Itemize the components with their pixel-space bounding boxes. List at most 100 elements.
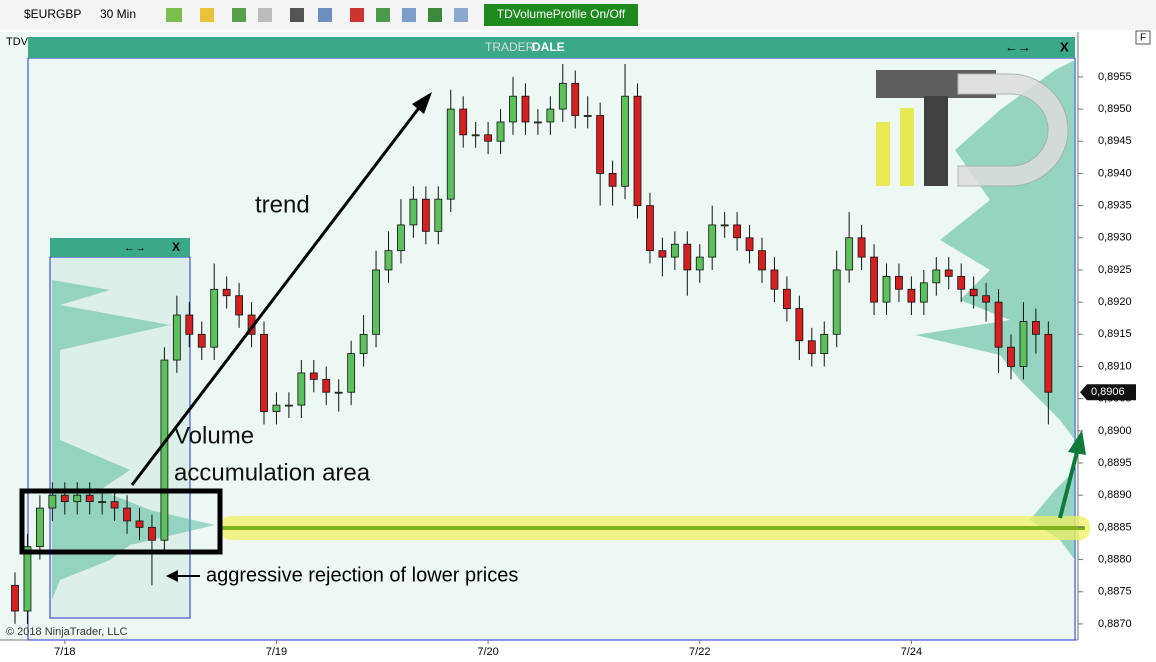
y-tick-label: 0,8955 [1098,71,1132,83]
candle-body [733,224,741,239]
profile-move[interactable]: ←→ [1005,39,1031,54]
y-tick-label: 0,8870 [1098,618,1132,630]
candle-body [832,269,841,335]
candle-body [969,288,978,297]
candle-body [347,353,356,393]
candle-body [957,275,966,290]
candle-body [384,250,393,271]
candle-body [471,134,480,137]
candle-body [372,269,380,335]
small-profile-close[interactable]: X [172,240,180,254]
candles [11,64,1053,624]
candle-body [135,520,144,528]
x-tick-label: 7/24 [901,646,922,658]
logo [876,70,1069,187]
candle-body [845,237,854,271]
y-tick-label: 0,8940 [1098,167,1132,179]
candle-body [670,243,679,258]
candle-body [820,333,829,355]
candle-body [932,269,941,284]
copyright: © 2018 NinjaTrader, LLC [6,626,127,638]
candle-body [98,501,107,504]
candle-body [397,224,405,252]
indicator-button-label[interactable]: TDVolumeProfile On/Off [497,7,626,21]
symbol-selector[interactable]: $EURGBP [24,7,81,21]
candle-body [272,404,281,412]
candle-body [534,121,542,124]
candle-body [770,269,779,290]
trend-arrow [130,99,427,486]
candle-body [783,288,791,309]
candle-body [110,501,119,509]
candle-body [123,507,131,522]
candle-body [745,237,754,252]
last-price-marker [1080,384,1136,401]
y-tick-label: 0,8915 [1098,328,1132,340]
candle-body [509,95,517,123]
brand-right: DALE [532,40,565,54]
indicator-button[interactable] [484,4,638,26]
candle-body [148,526,156,541]
candle-body [758,250,766,271]
candle-body [807,340,816,355]
candle-body [235,295,244,316]
corner-button[interactable] [1135,30,1151,45]
small-profile-move[interactable]: ←→ [124,242,146,254]
panel-label: TDV [6,36,29,48]
trend-arrowhead [412,92,432,114]
y-tick-label: 0,8920 [1098,296,1132,308]
rejection-arrowhead [166,570,178,582]
candle-body [1032,321,1040,335]
candle-body [907,288,916,303]
x-tick-label: 7/18 [54,646,75,658]
volume-label: accumulation area [174,459,371,486]
candle-body [1019,321,1028,367]
candle-body [596,115,605,174]
candle-body [334,391,343,394]
last-price-label: 0,8906 [1091,386,1125,398]
candle-body [683,243,692,271]
candle-body [359,333,368,355]
candle-body [982,295,990,303]
candle-body [459,108,468,136]
y-tick-label: 0,8925 [1098,264,1132,276]
candle-body [546,108,555,123]
candle-body [185,314,194,335]
y-tick-label: 0,8880 [1098,553,1132,565]
candle-body [73,494,82,503]
candle-body [720,224,729,227]
x-tick-label: 7/22 [689,646,710,658]
candle-body [621,95,629,187]
candle-body [260,333,268,412]
profile-close[interactable]: X [1060,39,1069,54]
candle-body [870,256,878,303]
trend-label: trend [255,191,310,218]
candle-body [558,82,567,110]
candle-body [11,584,19,612]
accumulation-box [19,488,223,555]
candle-body [48,494,57,509]
candle-body [646,205,654,252]
small-profile-header [50,238,190,257]
y-tick-label: 0,8890 [1098,489,1132,501]
brand-left: TRADER [485,40,535,54]
candle-body [521,95,530,123]
candle-body [222,288,231,297]
y-tick-label: 0,8875 [1098,586,1132,598]
candle-body [309,372,318,380]
y-tick-label: 0,8885 [1098,521,1132,533]
candle-body [172,314,181,361]
y-tick-label: 0,8930 [1098,232,1132,244]
candle-body [284,404,293,407]
candle-body [23,546,32,612]
candle-body [571,82,580,116]
rejection-label: aggressive rejection of lower prices [206,564,518,586]
candle-body [795,308,804,342]
corner-button-label[interactable]: F [1140,33,1146,44]
candle-body [583,115,592,117]
candle-body [857,237,866,258]
candle-body [496,121,505,142]
toolbar-icons[interactable] [166,8,468,22]
interval-selector[interactable]: 30 Min [100,7,136,21]
